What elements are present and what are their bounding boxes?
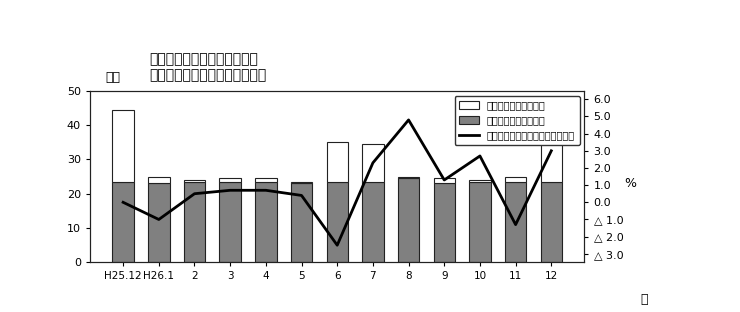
Bar xyxy=(505,177,526,182)
Y-axis label: %: % xyxy=(625,177,636,190)
Bar xyxy=(148,177,169,183)
Bar xyxy=(184,180,205,182)
Bar xyxy=(505,182,526,262)
Bar xyxy=(255,178,277,182)
Bar xyxy=(220,178,241,182)
Bar xyxy=(326,142,348,182)
Bar xyxy=(398,177,420,178)
Bar xyxy=(326,182,348,262)
Bar xyxy=(541,106,562,182)
Bar xyxy=(255,182,277,262)
Bar xyxy=(184,182,205,262)
Bar xyxy=(112,110,134,182)
Bar xyxy=(541,182,562,262)
Bar xyxy=(291,182,312,183)
Bar xyxy=(112,182,134,262)
Bar xyxy=(434,183,455,262)
Bar xyxy=(434,178,455,183)
Bar xyxy=(362,182,383,262)
Bar xyxy=(362,144,383,182)
Text: 万円: 万円 xyxy=(105,71,121,84)
Bar xyxy=(469,180,491,182)
Bar xyxy=(291,183,312,262)
Text: 月: 月 xyxy=(640,293,648,306)
Bar xyxy=(220,182,241,262)
Bar xyxy=(148,183,169,262)
Text: 第１図　現金給与総額の推移
（規模５人以上　調査産業計）: 第１図 現金給与総額の推移 （規模５人以上 調査産業計） xyxy=(149,52,266,83)
Bar xyxy=(398,178,420,262)
Legend: 特別に支払われた給与, きまって支給する給与, 現金給与総額対前年同月比（％）: 特別に支払われた給与, きまって支給する給与, 現金給与総額対前年同月比（％） xyxy=(454,95,579,145)
Bar xyxy=(469,182,491,262)
